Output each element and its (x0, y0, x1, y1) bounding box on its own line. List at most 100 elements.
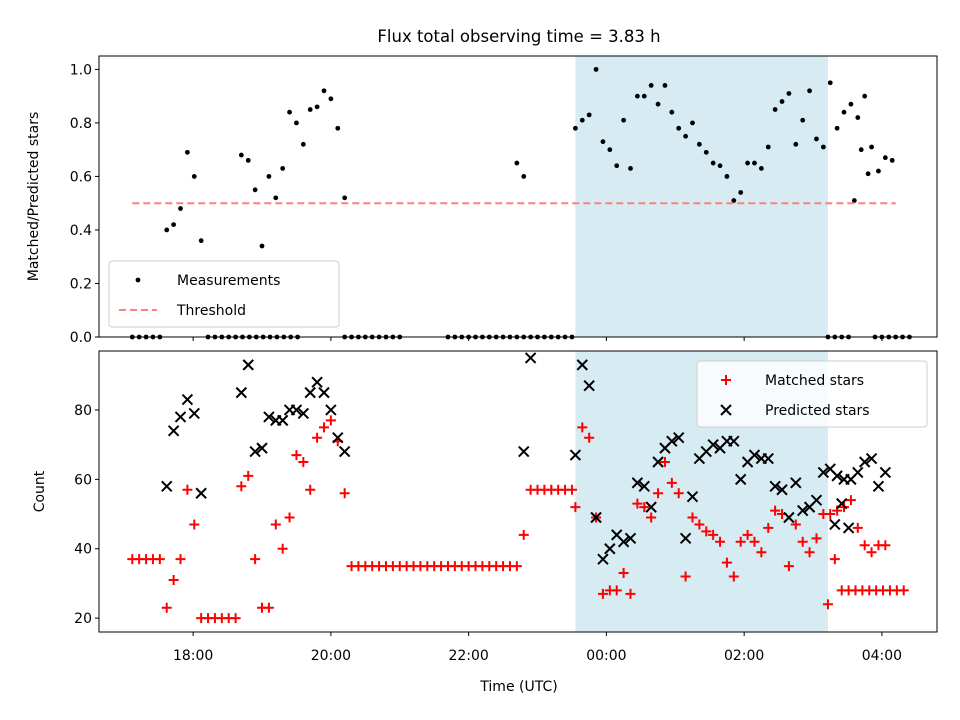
measurement-point (164, 227, 170, 233)
measurement-point (752, 160, 757, 166)
predicted-star-point (597, 553, 609, 565)
measurement-point (851, 198, 857, 203)
y-tick-label: 1.0 (70, 62, 92, 78)
matched-star-point (291, 450, 302, 461)
matched-star-point (721, 557, 732, 568)
measurement-point (724, 174, 730, 179)
matched-star-point (584, 432, 595, 443)
matched-star-point (284, 512, 295, 523)
measurement-point (641, 93, 647, 99)
predicted-star-point (829, 518, 841, 531)
measurement-point (696, 141, 702, 147)
predicted-star-point (748, 449, 761, 461)
matched-star-point (653, 488, 664, 499)
measurement-point (634, 93, 640, 99)
predicted-star-point (865, 452, 878, 465)
matched-star-point (811, 533, 822, 544)
predicted-star-point (297, 407, 310, 420)
legend-label: Measurements (177, 273, 280, 289)
measurement-point (579, 117, 585, 123)
measurement-point (238, 152, 244, 158)
count-panel-y-label: Count (32, 470, 48, 512)
predicted-star-point (263, 411, 275, 423)
measurement-point (858, 147, 864, 153)
predicted-star-point (174, 411, 187, 423)
predicted-star-point (652, 456, 664, 468)
predicted-star-point (796, 504, 809, 517)
matched-star-point (783, 561, 794, 572)
matched-star-point (880, 540, 891, 551)
measurement-point (648, 83, 654, 88)
measurement-point (328, 96, 334, 102)
matched-star-point (756, 547, 767, 558)
measurement-point (245, 157, 251, 163)
matched-star-point (270, 519, 281, 530)
predicted-star-point (769, 480, 781, 493)
measurement-point (690, 120, 695, 126)
predicted-star-point (762, 452, 774, 465)
predicted-star-point (181, 393, 194, 406)
measurement-point (800, 117, 806, 123)
predicted-star-point (195, 487, 207, 499)
measurement-point (614, 163, 620, 169)
matched-star-point (659, 457, 670, 468)
predicted-star-point (707, 438, 719, 451)
matched-star-point (735, 536, 746, 547)
matched-star-point (639, 502, 650, 513)
predicted-star-point (810, 494, 823, 506)
y-tick-label: 60 (74, 472, 92, 488)
legend-predicted-swatch (720, 404, 732, 416)
legend-box (108, 260, 340, 328)
measurement-point (314, 104, 320, 110)
measurement-point (521, 174, 527, 179)
measurement-point (834, 125, 840, 131)
matched-star-point (728, 571, 739, 582)
matched-star-point (182, 484, 193, 495)
ratio-panel-highlight-span (575, 56, 828, 337)
predicted-star-point (583, 379, 595, 392)
predicted-star-point (858, 456, 871, 468)
matched-star-point (611, 585, 622, 596)
ratio-panel-legend: Measurements Threshold (108, 260, 340, 328)
legend-matched-swatch (721, 375, 731, 385)
count-panel-y-ticks: 20 40 60 80 (74, 403, 99, 627)
matched-star-point (763, 522, 774, 533)
predicted-star-point (276, 414, 289, 427)
predicted-star-point (686, 490, 699, 503)
measurement-point (745, 160, 750, 166)
measurement-point (710, 160, 716, 166)
y-tick-label: 80 (74, 403, 92, 419)
measurement-point (731, 198, 737, 203)
predicted-star-point (235, 386, 248, 399)
ratio-panel-x-ticks (192, 337, 883, 341)
matched-star-point (230, 613, 241, 624)
x-tick-label: 20:00 (311, 648, 351, 664)
measurement-point (191, 174, 197, 179)
matched-star-point (154, 554, 165, 565)
matched-star-point (694, 519, 705, 530)
count-panel-frame (98, 350, 938, 633)
predicted-star-point (167, 425, 180, 437)
measurement-point (307, 107, 313, 112)
y-tick-label: 40 (74, 542, 92, 558)
predicted-star-point (325, 404, 337, 416)
y-tick-label: 0.6 (70, 169, 92, 185)
measurement-point (198, 238, 204, 244)
matched-star-point (770, 505, 781, 516)
legend-measurement-swatch (135, 277, 141, 283)
matched-star-point (859, 540, 870, 551)
predicted-star-point (631, 477, 644, 489)
matched-star-point (749, 536, 760, 547)
measurement-point (514, 160, 520, 166)
predicted-star-point (338, 445, 351, 458)
matched-star-point (797, 536, 808, 547)
predicted-star-point (524, 352, 537, 364)
measurement-point (807, 88, 812, 94)
x-axis-label: Time (UTC) (479, 679, 557, 695)
measurement-point (607, 147, 613, 153)
matched-star-point (325, 415, 336, 426)
ratio-panel-y-label: Matched/Predicted stars (26, 112, 42, 282)
legend-box (696, 360, 928, 428)
ratio-panel-marks (129, 66, 912, 340)
measurement-point (820, 144, 826, 150)
